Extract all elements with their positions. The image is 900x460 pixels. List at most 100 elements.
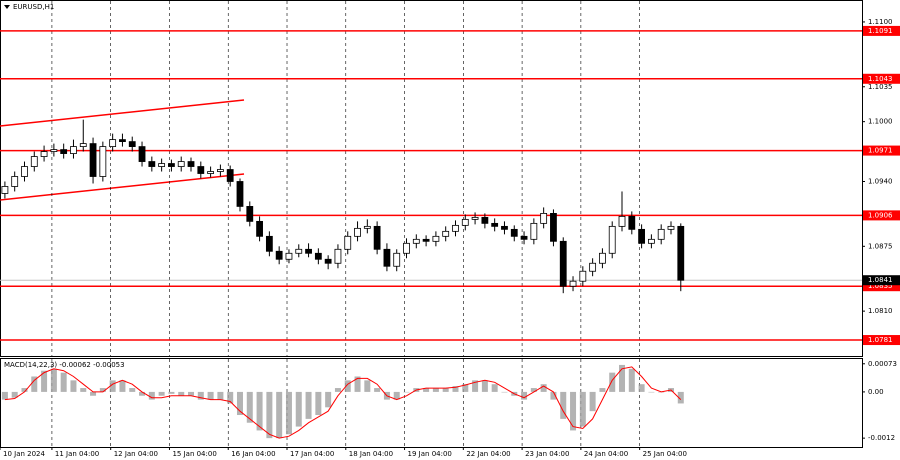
macd-bar [21, 388, 28, 392]
level-tag [863, 281, 900, 292]
candle-body [334, 248, 342, 264]
level-label: 1.1043 [868, 75, 893, 83]
level-label: 1.1091 [868, 27, 893, 35]
candle-body [618, 215, 626, 227]
candle-body [207, 171, 215, 174]
x-tick-label: 25 Jan 04:00 [643, 450, 687, 458]
x-tick-label: 24 Jan 04:00 [584, 450, 628, 458]
macd-bar [266, 391, 273, 439]
candle-body [608, 225, 616, 254]
macd-bar [609, 372, 616, 392]
macd-bar [217, 391, 224, 400]
macd-bar [315, 391, 322, 416]
macd-bar [148, 391, 155, 400]
candle-body [510, 228, 518, 237]
macd-bar [354, 376, 361, 392]
macd-bar [540, 384, 547, 392]
macd-bar [472, 380, 479, 392]
chart-title: EURUSD,H1 [13, 3, 54, 11]
macd-bar [579, 391, 586, 427]
candle-body [442, 230, 450, 237]
macd-bar [628, 368, 635, 392]
y-tick-label: 1.0810 [868, 307, 893, 315]
candle-body [373, 225, 381, 250]
candle-body [70, 146, 77, 154]
level-label: 1.0835 [868, 282, 893, 290]
candle-body [256, 220, 263, 237]
macd-title: MACD(14,22,3) -0.00062 -0.00053 [4, 361, 125, 369]
macd-bar [41, 370, 48, 392]
macd-bar [619, 364, 626, 392]
candle-body [559, 240, 567, 287]
candle-body [432, 235, 440, 242]
macd-bar [393, 391, 400, 400]
x-tick-label: 12 Jan 04:00 [114, 450, 158, 458]
candle-body [50, 149, 58, 152]
candle-body [246, 206, 254, 222]
macd-bar [638, 384, 645, 392]
macd-bar [60, 372, 67, 392]
candle-body [569, 280, 577, 287]
candle-body [148, 161, 156, 167]
y-tick-label: 1.0940 [868, 177, 893, 185]
channel-lower [0, 173, 245, 201]
symbol-menu-icon[interactable] [4, 5, 10, 9]
candle-body [21, 166, 28, 177]
macd-bar [403, 391, 410, 393]
macd-bar [178, 391, 185, 396]
candle-body [363, 225, 371, 229]
macd-bar [648, 391, 655, 393]
candle-body [638, 228, 646, 244]
level-label: 1.0781 [868, 336, 893, 344]
macd-bar [158, 391, 165, 396]
macd-bar [90, 391, 97, 396]
candle-body [314, 252, 322, 260]
candle-body [647, 238, 655, 244]
candle-body [461, 218, 469, 226]
macd-bar [197, 391, 204, 400]
candle-body [197, 166, 205, 174]
candle-body [452, 224, 459, 232]
candle-body [383, 248, 391, 267]
macd-bar [256, 391, 263, 431]
candle-body [344, 235, 352, 250]
candle-body [119, 139, 126, 143]
macd-bar [570, 391, 577, 431]
candle-body [412, 238, 420, 244]
candle-body [589, 262, 597, 272]
macd-signal-line [4, 366, 682, 439]
macd-bar [285, 391, 292, 435]
macd-bar [207, 391, 214, 400]
macd-bar [501, 391, 508, 393]
candle-body [158, 163, 166, 167]
macd-bar [70, 380, 77, 392]
level-label: 1.0971 [868, 147, 893, 155]
y-tick-label: 1.1035 [868, 83, 893, 91]
candle-body [285, 252, 293, 260]
candle-body [79, 143, 87, 147]
macd-bar [188, 391, 195, 396]
candle-body [128, 141, 136, 147]
candle-body [11, 176, 19, 187]
macd-bar [432, 388, 439, 392]
macd-bar [550, 391, 557, 400]
macd-bar [423, 388, 430, 392]
candle-body [40, 151, 48, 157]
current-price-label: 1.0841 [868, 276, 893, 284]
x-tick-label: 16 Jan 04:00 [231, 450, 275, 458]
macd-bar [374, 388, 381, 392]
candle-body [168, 163, 175, 167]
macd-bar [442, 388, 449, 392]
candle-body [501, 225, 508, 230]
macd-bar [599, 388, 606, 392]
candle-body [422, 238, 430, 242]
x-tick-label: 17 Jan 04:00 [290, 450, 334, 458]
macd-bar [295, 391, 302, 427]
level-tag [863, 335, 900, 346]
level-tag [863, 145, 900, 156]
x-tick-label: 22 Jan 04:00 [466, 450, 510, 458]
candle-body [265, 235, 273, 252]
candle-body [550, 213, 557, 242]
candle-body [138, 146, 146, 162]
